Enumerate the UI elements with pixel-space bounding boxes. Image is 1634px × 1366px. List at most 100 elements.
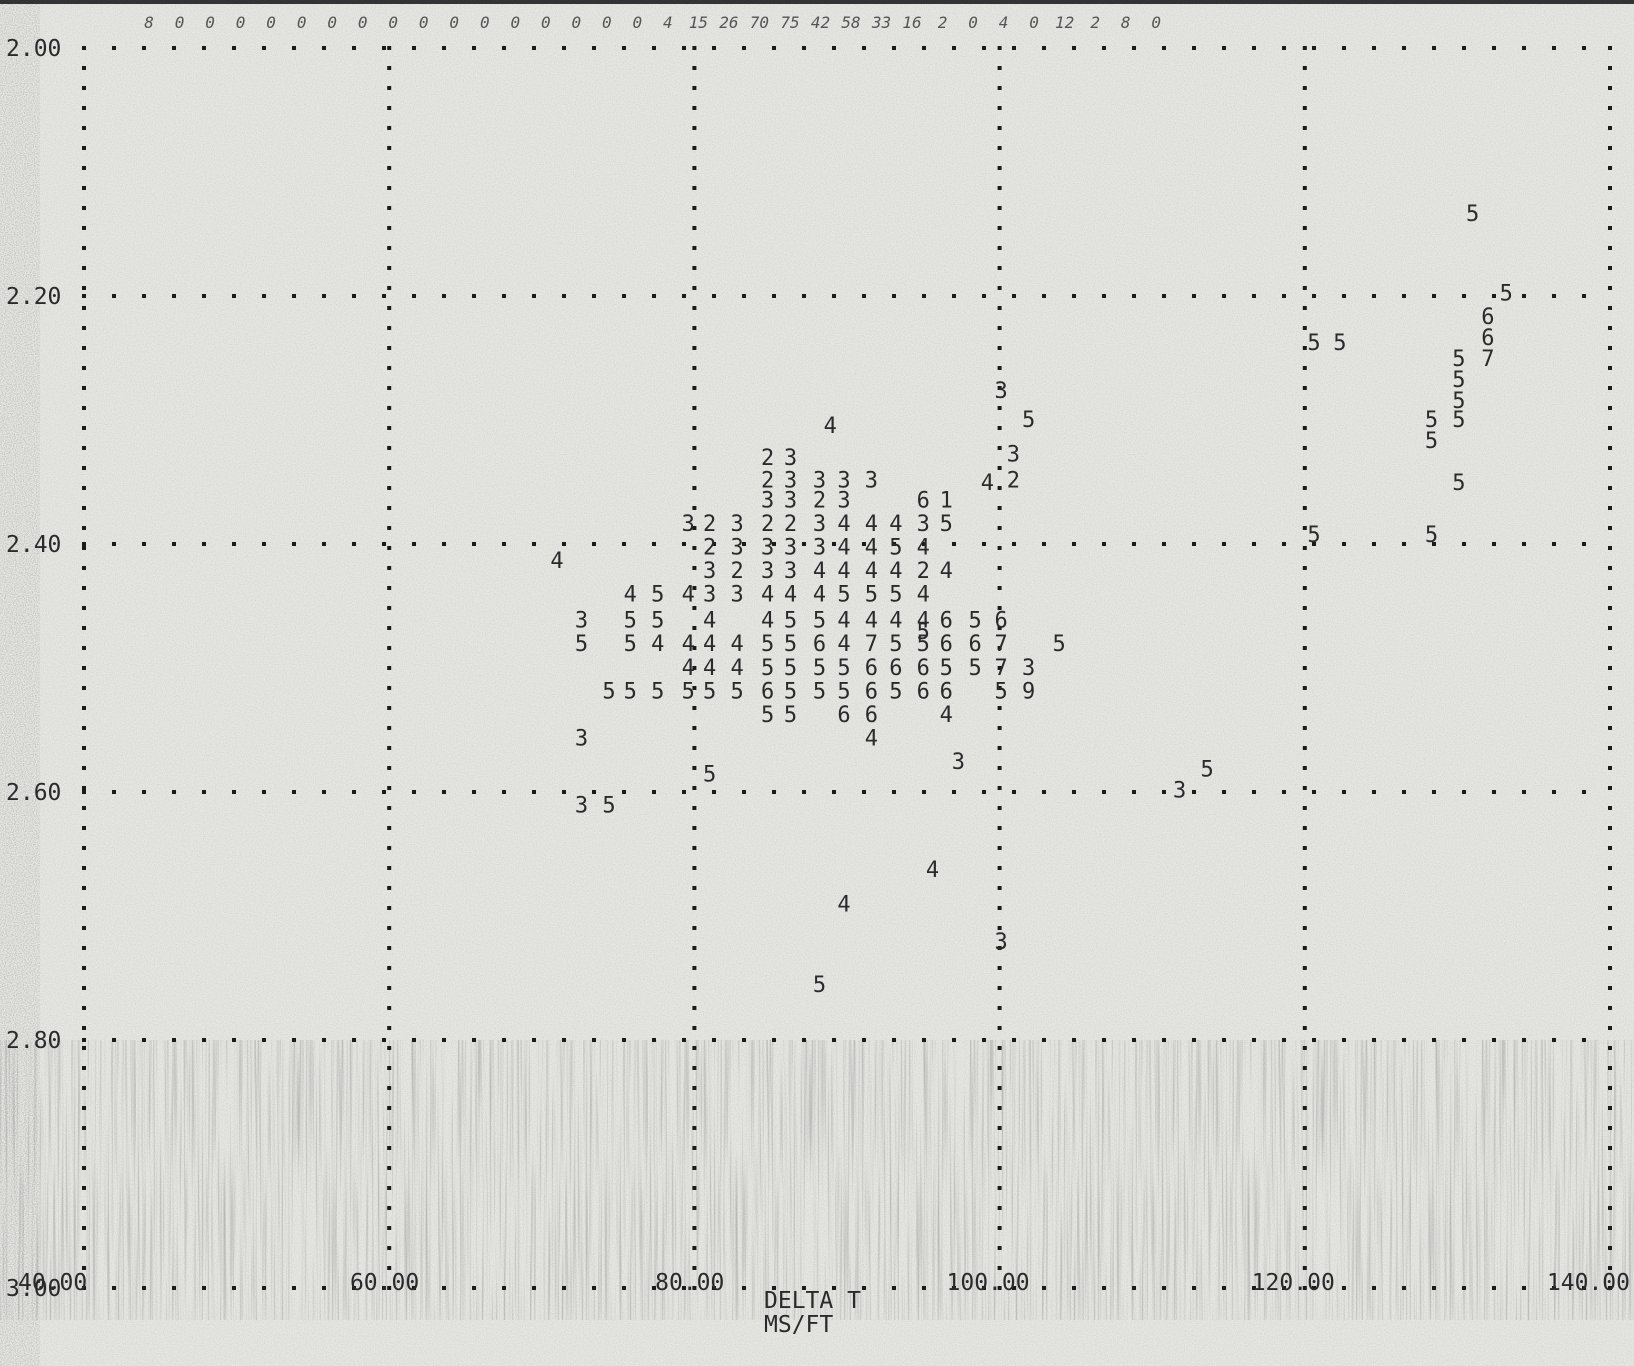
column-count-5: 0 — [297, 13, 307, 32]
point-75: 4 — [865, 559, 878, 584]
grid-col-4 — [1302, 46, 1307, 1290]
point-136: 5 — [651, 679, 664, 704]
point-137: 5 — [682, 679, 695, 704]
point-84: 4 — [761, 583, 774, 608]
point-47: 6 — [917, 488, 930, 513]
point-71: 3 — [761, 559, 774, 584]
point-121: 4 — [703, 656, 716, 681]
grid-row-5 — [82, 1286, 1586, 1290]
column-count-30: 12 — [1055, 13, 1074, 32]
point-19: 3 — [1007, 442, 1020, 467]
column-count-29: 0 — [1029, 13, 1039, 32]
y-tick-label-2: 2.40 — [6, 532, 61, 558]
grid-row-0 — [82, 46, 1586, 50]
column-count-27: 0 — [968, 13, 978, 32]
column-count-4: 0 — [266, 13, 276, 32]
point-109: 5 — [761, 632, 774, 657]
x-tick-label-2: 80.00 — [655, 1270, 724, 1296]
point-26: 3 — [575, 726, 588, 751]
column-count-25: 16 — [902, 13, 921, 32]
x-tick-label-5: 140.00 — [1547, 1270, 1630, 1296]
point-0: 5 — [1466, 202, 1479, 227]
point-64: 3 — [813, 535, 826, 560]
point-78: 4 — [940, 559, 953, 584]
point-147: 6 — [940, 679, 953, 704]
point-48: 1 — [940, 488, 953, 513]
x-tick-label-3: 100.00 — [947, 1270, 1030, 1296]
grid-col-1 — [387, 46, 392, 1290]
column-count-22: 42 — [811, 13, 830, 32]
point-142: 5 — [813, 679, 826, 704]
y-tick-label-0: 2.00 — [6, 36, 61, 62]
point-42: 3 — [865, 469, 878, 494]
column-count-7: 0 — [358, 13, 368, 32]
point-98: 4 — [865, 609, 878, 634]
point-11: 5 — [1425, 429, 1438, 454]
point-112: 4 — [837, 632, 850, 657]
point-92: 5 — [651, 609, 664, 634]
column-count-18: 15 — [689, 13, 708, 32]
column-count-32: 8 — [1121, 13, 1131, 32]
x-axis-units: MS/FT — [764, 1312, 833, 1338]
point-18: 4 — [824, 414, 837, 439]
point-66: 4 — [865, 535, 878, 560]
point-46: 3 — [837, 488, 850, 513]
point-72: 3 — [784, 559, 797, 584]
point-90: 4 — [917, 583, 930, 608]
point-86: 4 — [813, 583, 826, 608]
point-52: 2 — [761, 512, 774, 537]
column-count-10: 0 — [449, 13, 459, 32]
point-62: 3 — [761, 535, 774, 560]
point-97: 4 — [837, 609, 850, 634]
column-count-0: 8 — [144, 13, 154, 32]
point-96: 5 — [813, 609, 826, 634]
point-16: 3 — [995, 379, 1008, 404]
point-14: 5 — [1307, 523, 1320, 548]
point-152: 6 — [837, 703, 850, 728]
point-102: 5 — [969, 609, 982, 634]
point-28: 5 — [602, 793, 615, 818]
grid-row-2 — [82, 542, 1586, 546]
point-12: 5 — [1452, 408, 1465, 433]
point-89: 5 — [889, 583, 902, 608]
column-count-11: 0 — [480, 13, 490, 32]
column-count-28: 4 — [999, 13, 1009, 32]
point-115: 5 — [917, 632, 930, 657]
column-count-31: 2 — [1090, 13, 1100, 32]
point-63: 3 — [784, 535, 797, 560]
point-87: 5 — [837, 583, 850, 608]
point-49: 3 — [682, 512, 695, 537]
point-54: 3 — [813, 512, 826, 537]
point-145: 5 — [889, 679, 902, 704]
point-56: 4 — [865, 512, 878, 537]
column-count-14: 0 — [571, 13, 581, 32]
column-count-2: 0 — [205, 13, 215, 32]
column-count-17: 4 — [663, 13, 673, 32]
point-129: 6 — [917, 656, 930, 681]
point-119: 5 — [1052, 632, 1065, 657]
point-74: 4 — [837, 559, 850, 584]
point-43: 3 — [761, 488, 774, 513]
point-30: 5 — [813, 973, 826, 998]
point-51: 3 — [731, 512, 744, 537]
point-20: 2 — [1007, 469, 1020, 494]
point-60: 2 — [703, 535, 716, 560]
y-tick-label-4: 2.80 — [6, 1028, 61, 1054]
point-131: 5 — [969, 656, 982, 681]
point-144: 6 — [865, 679, 878, 704]
point-57: 4 — [889, 512, 902, 537]
point-111: 6 — [813, 632, 826, 657]
point-125: 5 — [813, 656, 826, 681]
point-122: 4 — [731, 656, 744, 681]
point-81: 4 — [682, 583, 695, 608]
point-139: 5 — [731, 679, 744, 704]
grid-col-2 — [692, 46, 697, 1290]
point-133: 3 — [1022, 656, 1035, 681]
point-68: 4 — [917, 535, 930, 560]
point-126: 5 — [837, 656, 850, 681]
point-79: 4 — [624, 583, 637, 608]
point-34: 5 — [1201, 757, 1214, 782]
point-69: 3 — [703, 559, 716, 584]
